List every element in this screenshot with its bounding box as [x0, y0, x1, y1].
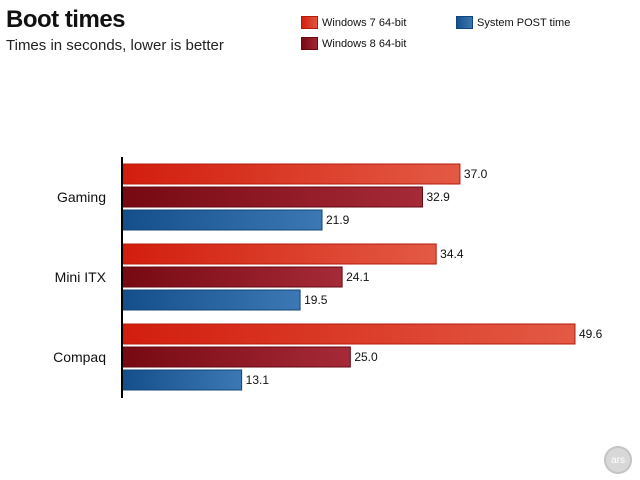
- legend-label-post: System POST time: [477, 16, 571, 29]
- category-label: Gaming: [57, 189, 106, 205]
- bar-windows7: [121, 163, 461, 185]
- bar-windows8: [121, 346, 351, 368]
- value-label: 37.0: [464, 167, 488, 181]
- chart-title: Boot times: [6, 6, 126, 33]
- value-label: 49.6: [579, 327, 603, 341]
- bar-windows7: [121, 243, 437, 265]
- value-label: 25.0: [354, 350, 378, 364]
- value-label: 32.9: [426, 190, 450, 204]
- legend-item-post: System POST time: [456, 16, 570, 29]
- category-label: Compaq: [53, 349, 106, 365]
- value-label: 13.1: [246, 373, 270, 387]
- bar-windows8: [121, 186, 423, 208]
- legend-swatch-windows7: [301, 16, 318, 29]
- ars-logo-badge: ars: [604, 446, 632, 474]
- bar-windows7: [121, 323, 576, 345]
- value-label: 34.4: [440, 247, 464, 261]
- bar-post: [121, 369, 243, 391]
- legend-swatch-post: [456, 16, 473, 29]
- bar-windows8: [121, 266, 343, 288]
- legend-item-windows7: Windows 7 64-bit: [301, 16, 406, 29]
- legend-item-windows8: Windows 8 64-bit: [301, 37, 406, 50]
- legend-swatch-windows8: [301, 37, 318, 50]
- legend-label-windows7: Windows 7 64-bit: [322, 16, 407, 29]
- chart-subtitle: Times in seconds, lower is better: [6, 37, 224, 54]
- value-label: 24.1: [346, 270, 370, 284]
- legend-label-windows8: Windows 8 64-bit: [322, 37, 407, 50]
- bar-post: [121, 209, 323, 231]
- category-label: Mini ITX: [55, 269, 107, 285]
- bar-post: [121, 289, 301, 311]
- value-label: 19.5: [304, 293, 328, 307]
- value-label: 21.9: [326, 213, 350, 227]
